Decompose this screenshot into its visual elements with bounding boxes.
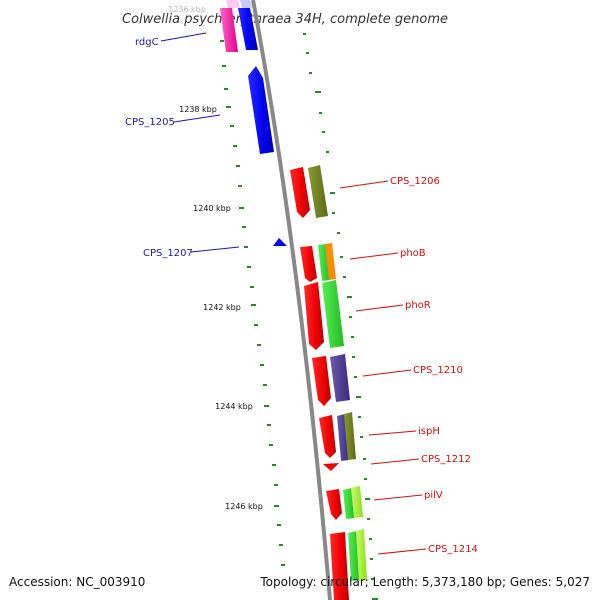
- label-rdgC[interactable]: rdgC: [135, 37, 159, 48]
- tick-label-1236: 1236 kbp: [168, 5, 206, 14]
- gene-ispH[interactable]: [319, 412, 356, 461]
- tick-label-1244: 1244 kbp: [215, 402, 253, 411]
- tick-dots-inner: [220, 40, 285, 566]
- label-CPS_1205[interactable]: CPS_1205: [125, 117, 175, 128]
- label-CPS_1206[interactable]: CPS_1206: [390, 176, 440, 187]
- accession-text: Accession: NC_003910: [9, 575, 145, 589]
- gene-rdgC[interactable]: [220, 0, 258, 52]
- label-ispH[interactable]: ispH: [418, 426, 440, 437]
- genome-backbone: [251, 0, 332, 600]
- label-phoR[interactable]: phoR: [405, 300, 431, 311]
- gene-CPS_1214[interactable]: [330, 529, 367, 600]
- tick-label-1246: 1246 kbp: [225, 502, 263, 511]
- tick-label-1240: 1240 kbp: [193, 204, 231, 213]
- label-CPS_1214[interactable]: CPS_1214: [428, 544, 478, 555]
- gene-CPS_1207[interactable]: [273, 238, 287, 246]
- gene-CPS_1205[interactable]: [248, 66, 274, 154]
- label-CPS_1207[interactable]: CPS_1207: [143, 248, 193, 259]
- gene-CPS_1212[interactable]: [323, 463, 339, 471]
- map-title: Colwellia psychrerythraea 34H, complete …: [122, 12, 448, 27]
- gene-CPS_1210[interactable]: [312, 354, 350, 406]
- gene-pilV[interactable]: [326, 486, 363, 520]
- tick-label-1238: 1238 kbp: [179, 105, 217, 114]
- leader-lines-reverse: [160, 32, 240, 253]
- label-pilV[interactable]: pilV: [424, 490, 443, 501]
- label-CPS_1212[interactable]: CPS_1212: [421, 454, 471, 465]
- gene-phoB[interactable]: [300, 243, 336, 282]
- gene-phoR[interactable]: [304, 280, 344, 350]
- tick-label-1242: 1242 kbp: [203, 303, 241, 312]
- gene-CPS_1206[interactable]: [290, 165, 328, 218]
- leader-lines-forward: [339, 180, 427, 555]
- label-CPS_1210[interactable]: CPS_1210: [413, 365, 463, 376]
- topology-text: Topology: circular; Length: 5,373,180 bp…: [259, 575, 590, 589]
- tick-dots-outer: [303, 33, 378, 600]
- label-phoB[interactable]: phoB: [400, 248, 426, 259]
